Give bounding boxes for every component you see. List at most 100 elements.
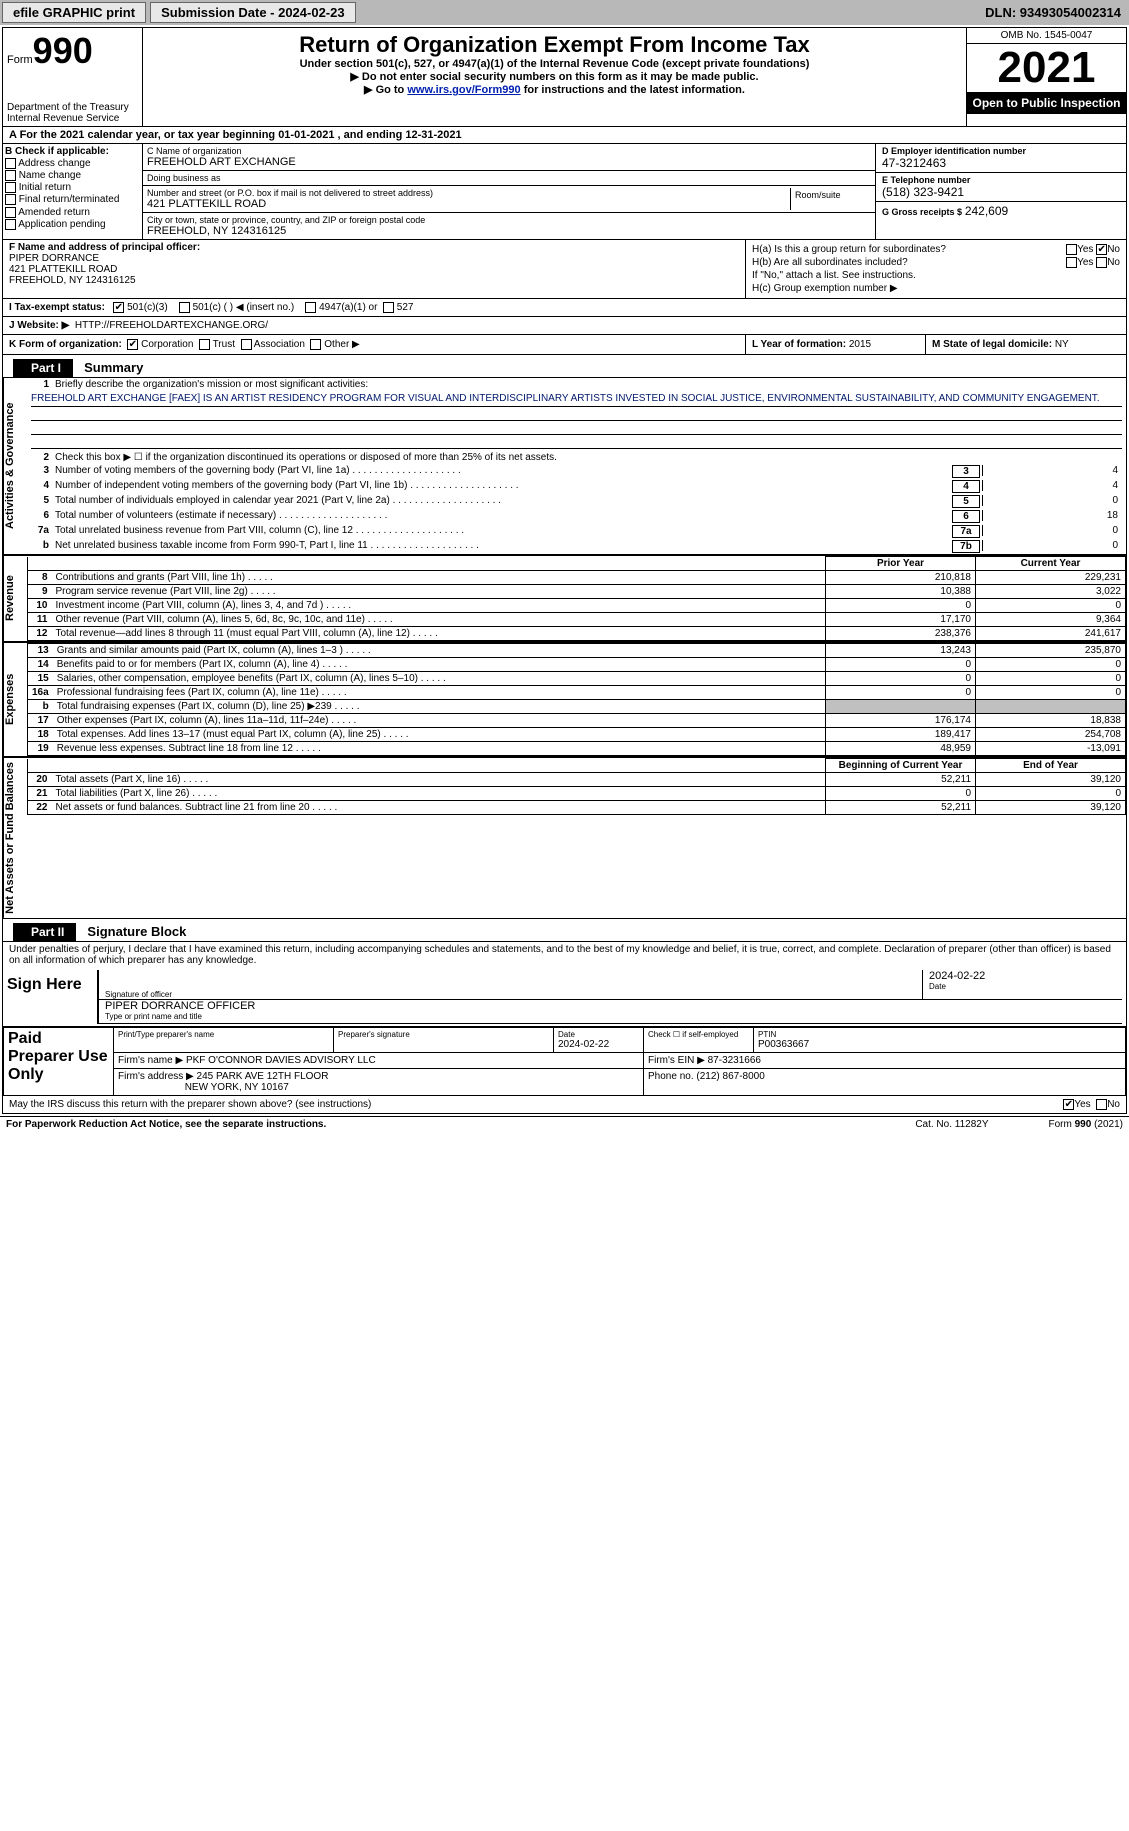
col-f: F Name and address of principal officer:… (3, 240, 746, 298)
chk-other[interactable] (310, 339, 321, 350)
efile-print-button[interactable]: efile GRAPHIC print (2, 2, 146, 23)
mission-text: FREEHOLD ART EXCHANGE [FAEX] IS AN ARTIS… (27, 391, 1126, 451)
open-to-public: Open to Public Inspection (967, 92, 1126, 114)
row-j-website: J Website: ▶ HTTP://FREEHOLDARTEXCHANGE.… (3, 317, 1126, 335)
chk-4947[interactable] (305, 302, 316, 313)
dln-label: DLN: 93493054002314 (985, 5, 1121, 20)
ag-line-7a: 7aTotal unrelated business revenue from … (27, 524, 1126, 539)
dba-label: Doing business as (147, 173, 871, 183)
form-subtitle: Under section 501(c), 527, or 4947(a)(1)… (147, 58, 962, 70)
omb-number: OMB No. 1545-0047 (967, 28, 1126, 44)
ha-yes[interactable] (1066, 244, 1077, 255)
hc-line: H(c) Group exemption number ▶ (752, 283, 1120, 294)
table-row: 8Contributions and grants (Part VIII, li… (28, 571, 1126, 585)
org-name: FREEHOLD ART EXCHANGE (147, 156, 871, 168)
summary-expenses: Expenses 13Grants and similar amounts pa… (3, 642, 1126, 757)
prep-date: 2024-02-22 (558, 1039, 639, 1050)
state-domicile: NY (1055, 339, 1069, 350)
part-2-title: Signature Block (87, 924, 186, 939)
form-note-1: ▶ Do not enter social security numbers o… (147, 70, 962, 83)
self-employed-check[interactable]: Check ☐ if self-employed (648, 1030, 749, 1039)
vlabel-net: Net Assets or Fund Balances (3, 758, 27, 918)
col-end-year: End of Year (976, 759, 1126, 773)
ha-no[interactable] (1096, 244, 1107, 255)
officer-signature-field[interactable]: Signature of officer (97, 970, 922, 999)
col-b-label: B Check if applicable: (5, 146, 109, 157)
chk-amended-return[interactable]: Amended return (5, 207, 138, 218)
net-assets-table: Beginning of Current YearEnd of Year 20T… (27, 758, 1126, 815)
efile-topbar: efile GRAPHIC print Submission Date - 20… (0, 0, 1129, 25)
goto-suffix: for instructions and the latest informat… (521, 84, 745, 96)
ein-value: 47-3212463 (882, 156, 1120, 170)
street-label: Number and street (or P.O. box if mail i… (147, 188, 790, 198)
line-2: Check this box ▶ ☐ if the organization d… (55, 452, 1122, 463)
gross-label: G Gross receipts $ (882, 207, 962, 217)
discuss-no[interactable] (1096, 1099, 1107, 1110)
firm-addr2: NEW YORK, NY 10167 (185, 1082, 289, 1093)
chk-527[interactable] (383, 302, 394, 313)
ag-line-3: 3Number of voting members of the governi… (27, 464, 1126, 479)
form-header: Form990 Department of the Treasury Inter… (3, 28, 1126, 127)
chk-final-return[interactable]: Final return/terminated (5, 194, 138, 205)
section-fh: F Name and address of principal officer:… (3, 240, 1126, 299)
table-row: 10Investment income (Part VIII, column (… (28, 599, 1126, 613)
chk-name-change[interactable]: Name change (5, 170, 138, 181)
table-row: 9Program service revenue (Part VIII, lin… (28, 585, 1126, 599)
part-2-badge: Part II (13, 923, 76, 941)
ptin-value: P00363667 (758, 1039, 1121, 1050)
officer-name-field: PIPER DORRANCE OFFICER Type or print nam… (97, 1000, 1122, 1023)
summary-revenue: Revenue Prior YearCurrent Year 8Contribu… (3, 555, 1126, 642)
table-row: 12Total revenue—add lines 8 through 11 (… (28, 627, 1126, 641)
chk-trust[interactable] (199, 339, 210, 350)
discuss-row: May the IRS discuss this return with the… (3, 1096, 1126, 1113)
expenses-table: 13Grants and similar amounts paid (Part … (27, 643, 1126, 756)
form-ref: Form 990 (2021) (1049, 1119, 1123, 1130)
table-row: 17Other expenses (Part IX, column (A), l… (28, 714, 1126, 728)
chk-address-change[interactable]: Address change (5, 158, 138, 169)
table-row: 22Net assets or fund balances. Subtract … (28, 801, 1126, 815)
table-row: 19Revenue less expenses. Subtract line 1… (28, 742, 1126, 756)
table-row: 20Total assets (Part X, line 16) . . . .… (28, 773, 1126, 787)
irs-link[interactable]: www.irs.gov/Form990 (407, 84, 520, 96)
chk-initial-return[interactable]: Initial return (5, 182, 138, 193)
revenue-table: Prior YearCurrent Year 8Contributions an… (27, 556, 1126, 641)
col-prior-year: Prior Year (826, 557, 976, 571)
year-formation: 2015 (849, 339, 871, 350)
phone-value: (518) 323-9421 (882, 185, 1120, 199)
firm-addr1: 245 PARK AVE 12TH FLOOR (197, 1071, 329, 1082)
form-word: Form (7, 54, 33, 66)
hb-no[interactable] (1096, 257, 1107, 268)
vlabel-revenue: Revenue (3, 556, 27, 641)
table-row: 15Salaries, other compensation, employee… (28, 672, 1126, 686)
officer-name: PIPER DORRANCE (9, 253, 739, 264)
sign-here-label: Sign Here (3, 968, 93, 1026)
chk-corporation[interactable] (127, 339, 138, 350)
paid-preparer-label: Paid Preparer Use Only (4, 1028, 114, 1096)
table-row: 13Grants and similar amounts paid (Part … (28, 644, 1126, 658)
city-value: FREEHOLD, NY 124316125 (147, 225, 871, 237)
form-note-2: ▶ Go to www.irs.gov/Form990 for instruct… (147, 83, 962, 96)
dept-label: Department of the Treasury Internal Reve… (7, 102, 138, 124)
org-name-label: C Name of organization (147, 146, 871, 156)
submission-date-button[interactable]: Submission Date - 2024-02-23 (150, 2, 356, 23)
sign-here-row: Sign Here Signature of officer 2024-02-2… (3, 968, 1126, 1027)
chk-association[interactable] (241, 339, 252, 350)
form-990-page: Form990 Department of the Treasury Inter… (2, 27, 1127, 1114)
officer-date-field: 2024-02-22 Date (922, 970, 1122, 999)
ag-line-4: 4Number of independent voting members of… (27, 479, 1126, 494)
row-a-calendar-year: A For the 2021 calendar year, or tax yea… (3, 127, 1126, 144)
hb-yes[interactable] (1066, 257, 1077, 268)
city-label: City or town, state or province, country… (147, 215, 871, 225)
chk-application-pending[interactable]: Application pending (5, 219, 138, 230)
hb-line: H(b) Are all subordinates included? Yes … (752, 257, 1120, 268)
summary-activities-governance: Activities & Governance 1Briefly describ… (3, 377, 1126, 555)
form-title: Return of Organization Exempt From Incom… (147, 32, 962, 58)
ha-line: H(a) Is this a group return for subordin… (752, 244, 1120, 255)
chk-501c[interactable] (179, 302, 190, 313)
paid-preparer-table: Paid Preparer Use Only Print/Type prepar… (3, 1027, 1126, 1096)
header-right: OMB No. 1545-0047 2021 Open to Public In… (966, 28, 1126, 126)
form-number: 990 (33, 30, 93, 71)
discuss-yes[interactable] (1063, 1099, 1074, 1110)
chk-501c3[interactable] (113, 302, 124, 313)
part-2-header-row: Part II Signature Block (3, 919, 1126, 941)
